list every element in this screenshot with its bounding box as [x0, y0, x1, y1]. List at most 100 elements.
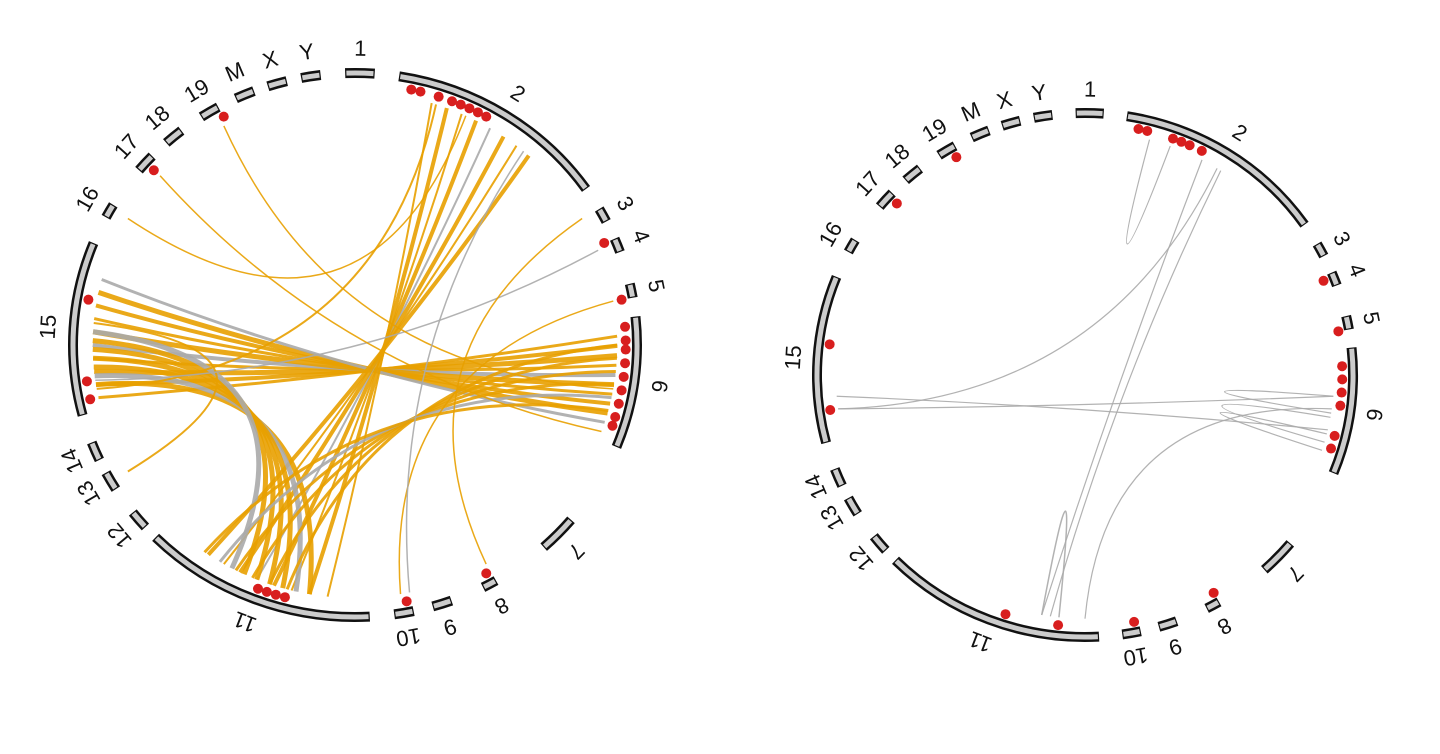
link	[101, 278, 605, 424]
chromosome-label: 19	[917, 113, 951, 147]
chromosome-band	[137, 155, 154, 171]
chromosome-band	[1159, 619, 1177, 629]
marker-dot	[620, 344, 631, 355]
link	[1041, 159, 1203, 616]
chromosome-band	[154, 536, 369, 620]
chromosome-band	[89, 442, 102, 460]
chromosome-band	[104, 472, 118, 490]
chromosome-label: 18	[880, 138, 915, 173]
link	[398, 300, 614, 595]
chromosome-band	[627, 284, 635, 298]
chromosome-label: 15	[780, 345, 806, 371]
chromosome-label: 17	[109, 129, 144, 164]
chromosome-label: 18	[140, 100, 175, 135]
link	[1219, 411, 1327, 451]
link	[838, 395, 1334, 410]
marker-dot	[406, 84, 417, 95]
chromosome-band	[1127, 113, 1306, 226]
chromosome-label: M	[221, 57, 248, 87]
chromosome-band	[399, 74, 588, 190]
chromosome-band	[614, 317, 640, 447]
marker-dot	[218, 111, 229, 122]
marker-dot	[433, 91, 444, 102]
chromosome-band	[597, 208, 608, 222]
marker-dot	[464, 103, 475, 114]
marker-dot	[607, 420, 618, 431]
chromosome-label: 3	[611, 192, 639, 215]
chromosome-label: 10	[1122, 642, 1150, 671]
chromosome-band	[878, 192, 894, 208]
marker-dot	[824, 339, 835, 350]
chromosome-label: 14	[799, 471, 832, 503]
chromosome-band	[1263, 542, 1292, 571]
chromosome-label: 4	[627, 226, 655, 247]
link	[290, 113, 463, 591]
chromosome-band	[938, 144, 956, 157]
chromosome-label: 1	[1084, 76, 1097, 101]
marker-dot	[1337, 361, 1348, 372]
marker-dot	[252, 583, 263, 594]
chromosome-label: 12	[844, 541, 879, 576]
chromosome-label: 6	[646, 379, 672, 395]
marker-dot	[415, 86, 426, 97]
marker-dot	[1326, 443, 1337, 454]
chromosome-band	[235, 89, 254, 101]
link	[95, 249, 599, 381]
marker-dot	[85, 394, 96, 405]
link	[836, 395, 1328, 431]
link	[405, 150, 525, 593]
marker-dot	[599, 237, 610, 248]
link	[1040, 510, 1068, 618]
chromosome-band	[1329, 272, 1339, 286]
chromosome-label: 19	[180, 74, 214, 108]
chromosome-label: X	[994, 86, 1015, 114]
chromosome-label: 10	[394, 623, 422, 652]
marker-dot	[1333, 326, 1344, 337]
marker-dot	[1335, 400, 1346, 411]
chromosome-label: Y	[1030, 79, 1049, 106]
chromosome-label: 4	[1343, 260, 1371, 281]
marker-dot	[618, 371, 629, 382]
marker-dot	[610, 411, 621, 422]
chromosome-label: Y	[298, 38, 317, 65]
marker-dot	[81, 376, 92, 387]
chromosome-label: 12	[102, 518, 137, 553]
chromosome-band	[104, 204, 115, 218]
link	[93, 364, 293, 589]
chromosome-band	[165, 129, 182, 144]
chromosome-label: 9	[440, 613, 459, 641]
link	[1084, 407, 1332, 619]
chromosome-label: 15	[35, 314, 61, 340]
chromosome-band	[433, 598, 452, 609]
chromosome-band	[268, 78, 287, 89]
link	[203, 403, 609, 554]
link	[452, 217, 583, 565]
chromosome-band	[201, 105, 219, 119]
marker-dot	[616, 385, 627, 396]
link	[223, 125, 614, 390]
link	[1221, 403, 1331, 443]
marker-dot	[447, 96, 458, 107]
link	[93, 321, 218, 473]
chromosome-band	[904, 167, 921, 182]
marker-dot	[1337, 374, 1348, 385]
marker-dot	[455, 99, 466, 110]
link	[307, 107, 449, 595]
chromosome-label: 1	[354, 36, 367, 61]
chromosome-band	[894, 559, 1098, 640]
chromosome-label: 11	[230, 606, 260, 638]
marker-dot	[472, 107, 483, 118]
chromosome-label: 2	[506, 79, 530, 107]
chromosome-band	[832, 469, 844, 486]
chromosome-band	[1076, 110, 1103, 117]
marker-dot	[270, 589, 281, 600]
chromosome-band	[1206, 600, 1220, 611]
link	[1125, 139, 1171, 245]
marker-dot	[1336, 387, 1347, 398]
marker-dot	[1329, 430, 1340, 441]
chromosome-band	[1343, 316, 1352, 329]
marker-dot	[148, 165, 159, 176]
